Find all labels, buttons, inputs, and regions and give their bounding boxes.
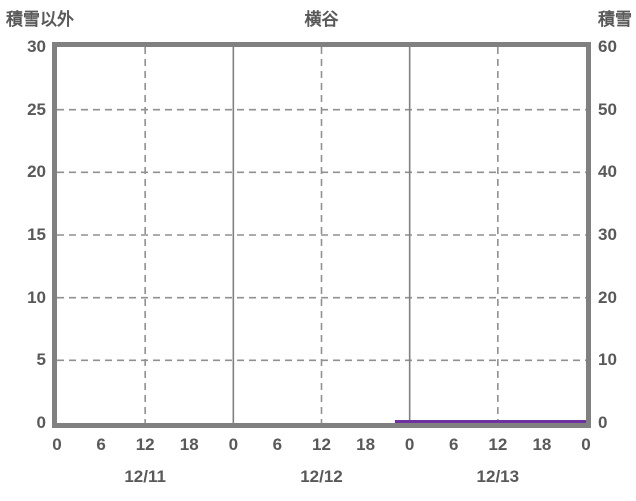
right-axis-tick-label: 40 [598,162,617,182]
right-axis-tick-label: 10 [598,350,617,370]
x-axis-date-label: 12/13 [476,467,520,486]
x-axis-hour-label: 18 [179,435,199,454]
x-axis-hour-label: 12 [135,435,155,454]
x-axis-hour-label: 6 [96,435,106,454]
right-axis-title: 積雪 [598,10,632,29]
left-axis-tick-label: 15 [27,225,46,244]
x-axis-hour-label: 18 [356,435,376,454]
right-axis-tick-label: 30 [598,225,617,244]
x-axis-hour-label: 6 [272,435,283,454]
x-axis-hour-label: 12 [312,435,331,454]
right-axis-tick-label: 60 [598,37,617,56]
right-axis-tick-label: 50 [598,99,617,119]
x-axis-date-label: 12/12 [300,467,343,486]
x-axis-hour-label: 0 [228,435,239,454]
left-axis-tick-label: 25 [27,99,46,119]
left-axis-tick-label: 5 [36,350,46,370]
x-axis-hour-label: 6 [449,435,459,454]
left-axis-tick-label: 20 [27,162,46,182]
left-axis-tick-label: 10 [27,287,46,307]
left-axis-tick-label: 0 [36,413,46,432]
chart-title: 横谷 [304,10,339,29]
x-axis-date-label: 12/11 [124,467,166,486]
right-axis-tick-label: 0 [598,413,608,432]
x-axis-hour-label: 0 [52,435,62,454]
left-axis-title: 積雪以外 [6,10,74,29]
x-axis-hour-label: 0 [581,435,591,454]
right-axis-tick-label: 20 [598,287,617,307]
plot-frame [52,42,591,428]
x-axis-hour-label: 12 [488,435,508,454]
x-axis-hour-label: 0 [404,435,415,454]
left-axis-tick-label: 30 [27,37,46,56]
x-axis-hour-label: 18 [532,435,552,454]
